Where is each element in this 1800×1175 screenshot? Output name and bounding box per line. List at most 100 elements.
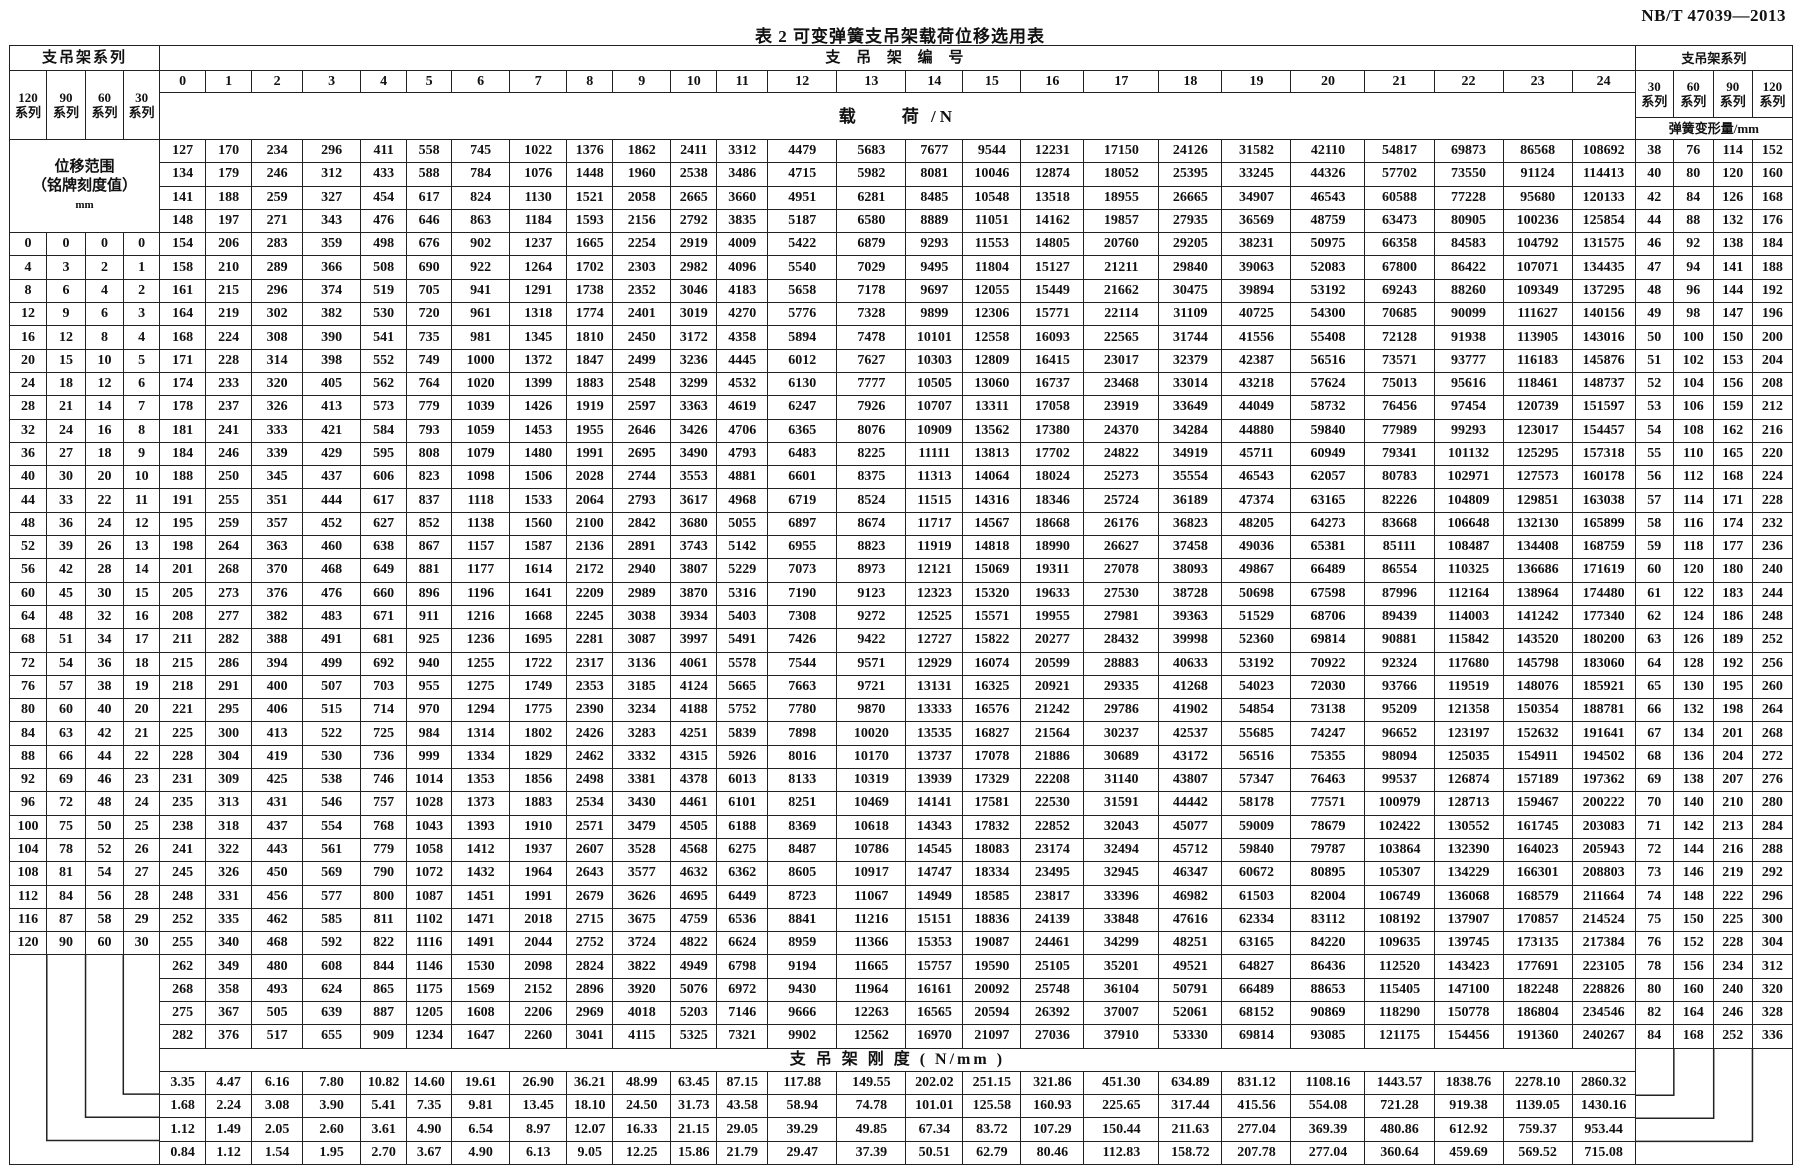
- load-row: 8 6 4 2 161 215 296 374 519 705 941 1291 1738 2352 304…: [8, 278, 1794, 304]
- load-value: 1393: [451, 814, 511, 839]
- displacement-value: 14: [85, 395, 125, 420]
- load-value: 4619: [716, 395, 769, 420]
- load-value: 1937: [509, 837, 568, 863]
- deformation-value: 80: [1672, 162, 1714, 187]
- load-value: 161: [159, 278, 207, 304]
- load-value: 152632: [1502, 721, 1573, 746]
- stiffness-value: 953.44: [1571, 1117, 1636, 1142]
- load-value: 205943: [1571, 837, 1636, 863]
- load-value: 359: [302, 232, 362, 257]
- load-value: 33848: [1083, 907, 1160, 933]
- load-value: 363: [251, 535, 304, 560]
- hanger-number-11: 11: [716, 70, 769, 93]
- load-value: 296: [302, 138, 362, 164]
- displacement-value: 28: [8, 395, 48, 420]
- load-value: 240267: [1571, 1024, 1636, 1049]
- deformation-value: 146: [1672, 861, 1714, 886]
- displacement-value: 15: [46, 348, 87, 373]
- load-value: 206: [205, 232, 253, 257]
- load-value: 714: [360, 698, 408, 723]
- load-value: 43172: [1158, 744, 1223, 770]
- load-value: 6580: [836, 208, 907, 234]
- stiffness-value: 277.04: [1290, 1140, 1366, 1166]
- deformation-value: 156: [1672, 954, 1714, 979]
- load-value: 7478: [836, 325, 907, 350]
- load-value: 444: [302, 488, 362, 513]
- load-value: 1560: [509, 511, 568, 537]
- load-value: 1118: [451, 488, 511, 513]
- displacement-value: 32: [8, 418, 48, 443]
- stiffness-row: 3.35 4.47 6.16 7.80 10.82 14.60 19.61 26.90 36.2…: [10, 1070, 1793, 1096]
- deformation-value: 174: [1712, 511, 1753, 537]
- load-value: 54854: [1221, 698, 1292, 723]
- load-value: 59009: [1221, 814, 1292, 839]
- bracket-line: [86, 955, 160, 1117]
- load-value: 1883: [566, 371, 614, 397]
- load-value: 302: [251, 302, 304, 327]
- load-value: 2058: [612, 185, 672, 210]
- hanger-number-14: 14: [905, 70, 964, 93]
- load-value: 8605: [767, 861, 838, 886]
- load-value: 82004: [1290, 884, 1366, 909]
- load-value: 241: [159, 837, 207, 863]
- load-value: 45711: [1221, 441, 1292, 467]
- load-value: 955: [406, 674, 453, 700]
- displacement-value: 84: [46, 884, 87, 909]
- deformation-value: 126: [1672, 628, 1714, 653]
- load-value: 1955: [566, 418, 614, 443]
- load-value: 77228: [1433, 185, 1504, 210]
- load-value: 151597: [1571, 395, 1636, 420]
- load-value: 3997: [670, 628, 718, 653]
- displacement-value: 88: [8, 744, 48, 770]
- load-value: 245: [159, 861, 207, 886]
- load-value: 112520: [1364, 954, 1435, 979]
- load-value: 3724: [612, 931, 672, 956]
- load-value: 2824: [566, 954, 614, 979]
- load-value: 259: [205, 511, 253, 537]
- load-value: 1608: [451, 1000, 511, 1026]
- load-value: 83668: [1364, 511, 1435, 537]
- deformation-value: 140: [1672, 791, 1714, 816]
- load-value: 39063: [1221, 255, 1292, 280]
- load-value: 7898: [767, 721, 838, 746]
- displacement-value: 10: [123, 465, 161, 490]
- load-value: 27078: [1083, 558, 1160, 583]
- stiffness-value: 360.64: [1364, 1140, 1435, 1166]
- load-value: 7780: [767, 698, 838, 723]
- load-value: 13333: [905, 698, 964, 723]
- load-value: 49867: [1221, 558, 1292, 583]
- stiffness-value: 29.05: [716, 1117, 769, 1142]
- load-value: 13311: [962, 395, 1022, 420]
- load-value: 6247: [767, 395, 838, 420]
- load-value: 228: [159, 744, 207, 770]
- displacement-value: 0: [123, 232, 161, 257]
- displacement-value: 12: [85, 371, 125, 397]
- hanger-number-6: 6: [451, 70, 511, 93]
- load-value: 443: [251, 837, 304, 863]
- load-row: 108 81 54 27 245 326 450 569 790 1072 1432 1964 2643…: [8, 861, 1794, 886]
- load-value: 154456: [1433, 1024, 1504, 1049]
- load-value: 5316: [716, 581, 769, 606]
- load-value: 219: [205, 302, 253, 327]
- bracket-line: [1636, 1049, 1714, 1118]
- displacement-value: 64: [8, 604, 48, 630]
- deformation-value: 260: [1751, 674, 1794, 700]
- load-value: 123017: [1502, 418, 1573, 443]
- load-value: 33245: [1221, 162, 1292, 187]
- load-value: 17702: [1020, 441, 1085, 467]
- load-value: 80905: [1433, 208, 1504, 234]
- load-value: 1856: [509, 768, 568, 793]
- load-value: 18052: [1083, 162, 1160, 187]
- deformation-value: 252: [1712, 1024, 1753, 1049]
- load-value: 7426: [767, 628, 838, 653]
- deformation-value: 240: [1751, 558, 1794, 583]
- load-value: 2969: [566, 1000, 614, 1026]
- stiffness-value: 1.54: [251, 1140, 304, 1166]
- load-value: 26176: [1083, 511, 1160, 537]
- displacement-value: 48: [85, 791, 125, 816]
- load-value: 541: [360, 325, 408, 350]
- load-value: 460: [302, 535, 362, 560]
- load-value: 73138: [1290, 698, 1366, 723]
- load-value: 46543: [1221, 465, 1292, 490]
- load-value: 82226: [1364, 488, 1435, 513]
